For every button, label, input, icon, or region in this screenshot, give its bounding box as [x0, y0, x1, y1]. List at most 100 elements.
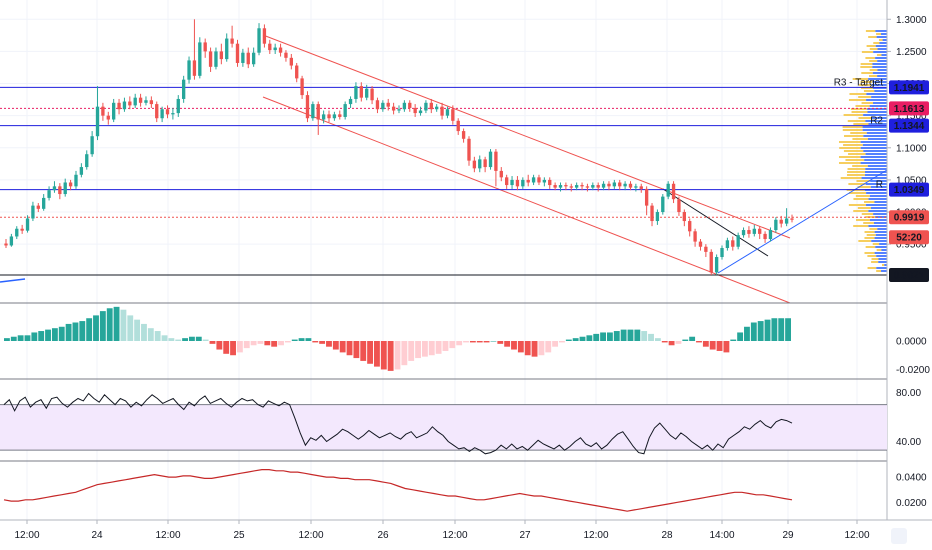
histogram-bar[interactable]	[17, 335, 24, 341]
candle[interactable]	[418, 106, 423, 116]
candle[interactable]	[741, 227, 746, 238]
candle[interactable]	[768, 227, 773, 242]
candle[interactable]	[171, 107, 175, 120]
histogram-bar[interactable]	[291, 339, 298, 341]
histogram-bar[interactable]	[4, 338, 10, 341]
histogram-bar[interactable]	[600, 332, 606, 341]
histogram-bar[interactable]	[490, 341, 497, 342]
candle[interactable]	[763, 231, 767, 243]
histogram-bar[interactable]	[202, 339, 209, 341]
candle[interactable]	[505, 174, 509, 189]
histogram-bar[interactable]	[579, 336, 586, 341]
candle[interactable]	[219, 43, 224, 65]
candle[interactable]	[736, 232, 740, 250]
histogram-bar[interactable]	[531, 341, 538, 357]
histogram-bar[interactable]	[442, 341, 449, 351]
histogram-bar[interactable]	[380, 341, 387, 370]
candle[interactable]	[192, 19, 197, 80]
level-badge[interactable]	[889, 101, 929, 116]
histogram-bar[interactable]	[127, 315, 134, 341]
candle[interactable]	[494, 149, 498, 187]
histogram-bar[interactable]	[182, 338, 189, 341]
candle[interactable]	[682, 209, 686, 227]
histogram-bar[interactable]	[627, 329, 634, 341]
candle[interactable]	[542, 177, 547, 187]
candle[interactable]	[440, 102, 444, 120]
candle[interactable]	[235, 39, 240, 67]
histogram-bar[interactable]	[593, 333, 600, 341]
histogram-bar[interactable]	[634, 329, 641, 341]
histogram-bar[interactable]	[360, 341, 367, 361]
candle[interactable]	[558, 182, 563, 192]
candle[interactable]	[365, 84, 369, 101]
histogram-bar[interactable]	[65, 323, 72, 341]
candle[interactable]	[316, 101, 320, 135]
candle[interactable]	[553, 182, 557, 191]
candle[interactable]	[273, 43, 277, 54]
candle[interactable]	[456, 118, 460, 135]
histogram-bar[interactable]	[504, 341, 511, 347]
histogram-bar[interactable]	[45, 329, 51, 341]
histogram-bar[interactable]	[744, 326, 750, 341]
candle[interactable]	[472, 156, 477, 173]
candle[interactable]	[483, 156, 487, 173]
candle[interactable]	[354, 82, 358, 103]
histogram-bar[interactable]	[421, 341, 428, 357]
candle[interactable]	[251, 47, 256, 67]
candle[interactable]	[413, 104, 417, 117]
candle[interactable]	[698, 239, 703, 251]
histogram-bar[interactable]	[449, 341, 456, 349]
histogram-bar[interactable]	[79, 321, 86, 341]
candle[interactable]	[155, 101, 159, 123]
candle[interactable]	[580, 182, 584, 191]
candle[interactable]	[112, 98, 116, 123]
histogram-bar[interactable]	[689, 336, 696, 341]
level-badge[interactable]	[889, 118, 929, 133]
histogram-bar[interactable]	[134, 319, 141, 341]
candle[interactable]	[15, 226, 19, 240]
histogram-bar[interactable]	[682, 339, 689, 341]
candle[interactable]	[284, 50, 288, 62]
histogram-bar[interactable]	[161, 335, 168, 341]
candle[interactable]	[461, 128, 466, 143]
candle[interactable]	[790, 214, 794, 223]
candle[interactable]	[138, 93, 143, 107]
candle[interactable]	[779, 215, 783, 228]
candle[interactable]	[607, 181, 611, 191]
candle[interactable]	[650, 203, 654, 227]
candle[interactable]	[537, 174, 541, 186]
candle[interactable]	[709, 249, 713, 276]
histogram-bar[interactable]	[243, 341, 250, 349]
candle[interactable]	[117, 98, 121, 115]
candle[interactable]	[289, 53, 293, 70]
candle[interactable]	[47, 186, 51, 201]
candle[interactable]	[133, 93, 137, 108]
histogram-bar[interactable]	[141, 323, 147, 341]
rsi-line[interactable]	[3, 392, 793, 455]
histogram-bar[interactable]	[339, 341, 346, 353]
candle[interactable]	[343, 101, 347, 120]
candle[interactable]	[230, 25, 234, 48]
candle[interactable]	[31, 201, 35, 222]
candle[interactable]	[714, 254, 719, 276]
candle[interactable]	[531, 174, 536, 186]
candle[interactable]	[526, 174, 530, 187]
histogram-bar[interactable]	[230, 341, 236, 356]
histogram-bar[interactable]	[31, 332, 38, 341]
candle[interactable]	[435, 104, 439, 112]
level-badge[interactable]	[889, 210, 929, 225]
candle[interactable]	[774, 217, 778, 233]
candle[interactable]	[574, 182, 579, 191]
histogram-bar[interactable]	[428, 341, 435, 356]
candle[interactable]	[720, 245, 724, 260]
candle[interactable]	[521, 177, 525, 189]
candle[interactable]	[128, 96, 132, 110]
histogram-bar[interactable]	[483, 341, 490, 343]
histogram-bar[interactable]	[463, 341, 469, 343]
histogram-bar[interactable]	[696, 341, 702, 343]
histogram-bar[interactable]	[147, 328, 154, 341]
candle[interactable]	[381, 100, 385, 112]
histogram-bar[interactable]	[497, 341, 504, 344]
candle[interactable]	[386, 98, 390, 111]
